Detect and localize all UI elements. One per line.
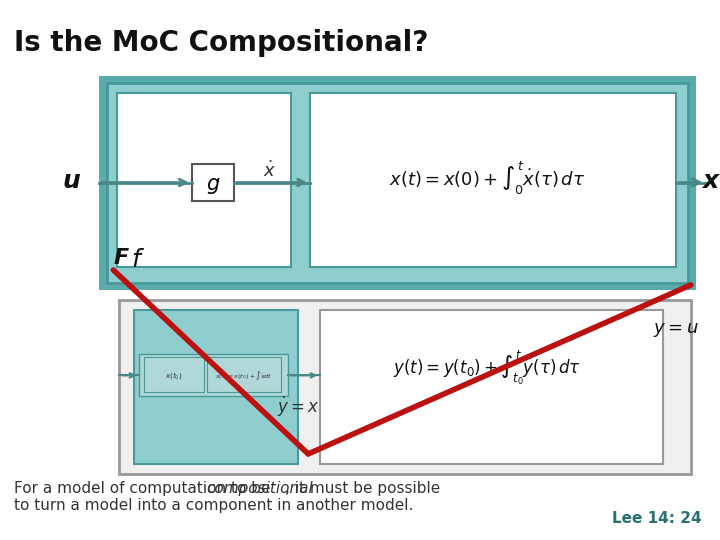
Bar [207, 357, 282, 392]
Bar [192, 164, 233, 201]
Text: compositional: compositional [207, 481, 313, 496]
Text: $\dot{x}$: $\dot{x}$ [263, 160, 276, 181]
Text: For a model of computation to be: For a model of computation to be [14, 481, 275, 496]
Bar [117, 93, 292, 267]
Text: to turn a model into a component in another model.: to turn a model into a component in anot… [14, 498, 413, 512]
Text: $x(t) = x(0) + \int_0^t \dot{x}(\tau)\,d\tau$: $x(t) = x(0) + \int_0^t \dot{x}(\tau)\,d… [389, 160, 585, 197]
Bar [144, 357, 204, 392]
Text: $x(t)=x(t_0)+\int \dot{x}dt$: $x(t)=x(t_0)+\int \dot{x}dt$ [215, 369, 272, 382]
Bar [107, 83, 688, 283]
Text: $y = u$: $y = u$ [653, 321, 699, 339]
Bar [99, 76, 696, 290]
Text: , it must be possible: , it must be possible [284, 481, 440, 496]
Text: $\dot{y} = x$: $\dot{y} = x$ [277, 395, 320, 419]
Text: $\boldsymbol{u}$: $\boldsymbol{u}$ [62, 168, 81, 193]
Bar [310, 93, 676, 267]
Text: $\boldsymbol{x}$: $\boldsymbol{x}$ [701, 168, 720, 193]
Bar [139, 354, 288, 396]
Text: Is the MoC Compositional?: Is the MoC Compositional? [14, 30, 428, 57]
Text: Lee 14: 24: Lee 14: 24 [612, 511, 702, 526]
Bar [320, 310, 663, 464]
Text: $x(t_0)$: $x(t_0)$ [166, 370, 183, 381]
Text: $y(t) = y(t_0) + \int_{t_0}^t \dot{y}(\tau)\,d\tau$: $y(t) = y(t_0) + \int_{t_0}^t \dot{y}(\t… [393, 348, 581, 387]
Bar [120, 300, 691, 474]
Bar [134, 310, 298, 464]
Text: $f$: $f$ [131, 248, 145, 272]
Text: $g$: $g$ [205, 176, 220, 195]
Text: $\boldsymbol{F}$: $\boldsymbol{F}$ [113, 248, 130, 268]
